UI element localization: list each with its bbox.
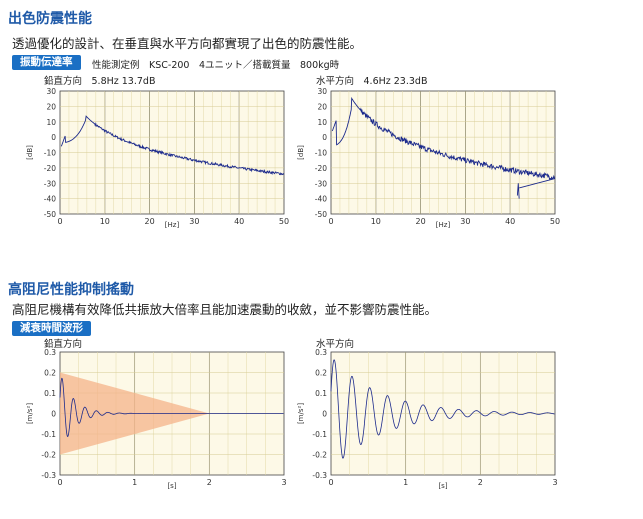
chart-label-horizontal-transmissibility: 水平方向 4.6Hz 23.3dB (316, 76, 428, 87)
y-tick-label: -10 (44, 149, 56, 158)
x-tick-label: 10 (371, 217, 381, 226)
y-tick-label: 20 (46, 102, 56, 111)
transmissibility-tag: 振動伝達率 (12, 55, 81, 70)
x-tick-label: 10 (100, 217, 110, 226)
x-tick-label: 20 (145, 217, 155, 226)
y-tick-label: 0 (51, 410, 56, 419)
x-tick-label: 1 (403, 478, 408, 487)
y-tick-label: 0 (51, 133, 56, 142)
x-axis-label: [Hz] (165, 221, 180, 229)
x-tick-label: 40 (234, 217, 244, 226)
x-tick-label: 1 (132, 478, 137, 487)
y-tick-label: 30 (317, 87, 327, 96)
x-tick-label: 40 (505, 217, 515, 226)
series-line (60, 115, 284, 176)
y-tick-label: 0.3 (44, 348, 56, 357)
y-tick-label: 0 (322, 133, 327, 142)
y-tick-label: -0.3 (312, 471, 327, 480)
y-tick-label: -0.1 (41, 430, 56, 439)
y-tick-label: -0.2 (41, 451, 56, 460)
y-tick-label: 0.2 (315, 369, 327, 378)
x-tick-label: 2 (207, 478, 212, 487)
y-tick-label: -40 (44, 195, 56, 204)
y-tick-label: -30 (44, 179, 56, 188)
y-tick-label: -0.2 (312, 451, 327, 460)
section-title-anti-vibration: 出色防震性能 (8, 11, 92, 27)
x-tick-label: 30 (460, 217, 470, 226)
waveform-line (59, 377, 284, 437)
x-axis-label: [Hz] (436, 221, 451, 229)
y-axis-label: [dB] (297, 145, 305, 160)
chart-label-horizontal-decay: 水平方向 (316, 339, 355, 350)
decay-waveform-tag: 減衰時間波形 (12, 321, 91, 336)
y-tick-label: -50 (315, 210, 327, 219)
y-tick-label: -20 (315, 164, 327, 173)
waveform-line (330, 359, 555, 459)
chart-label-vertical-transmissibility: 鉛直方向 5.8Hz 13.7dB (44, 76, 156, 87)
y-tick-label: -10 (315, 149, 327, 158)
y-tick-label: -50 (44, 210, 56, 219)
section-description-anti-vibration: 透過優化的設計、在垂直與水平方向都實現了出色的防震性能。 (12, 36, 363, 51)
x-tick-label: 0 (57, 217, 62, 226)
y-axis-label: [m/s²] (26, 403, 34, 424)
y-axis-label: [dB] (26, 145, 34, 160)
chart-label-vertical-decay: 鉛直方向 (44, 339, 83, 350)
y-tick-label: 10 (46, 118, 56, 127)
y-tick-label: 20 (317, 102, 327, 111)
y-tick-label: -0.3 (41, 471, 56, 480)
y-tick-label: -30 (315, 179, 327, 188)
y-tick-label: 0.2 (44, 369, 56, 378)
x-axis-label: [s] (438, 482, 447, 490)
x-tick-label: 50 (279, 217, 289, 226)
y-tick-label: -0.1 (312, 430, 327, 439)
y-tick-label: 0.1 (44, 389, 56, 398)
y-tick-label: 0 (322, 410, 327, 419)
x-tick-label: 30 (189, 217, 199, 226)
y-tick-label: -20 (44, 164, 56, 173)
section-description-high-damping: 高阻尼機構有效降低共振放大倍率且能加速震動的收斂，並不影響防震性能。 (12, 302, 438, 317)
x-tick-label: 3 (552, 478, 557, 487)
x-tick-label: 0 (328, 217, 333, 226)
series-line (331, 96, 556, 189)
x-tick-label: 3 (281, 478, 286, 487)
x-tick-label: 0 (57, 478, 62, 487)
y-tick-label: 0.3 (315, 348, 327, 357)
x-tick-label: 0 (328, 478, 333, 487)
x-tick-label: 50 (550, 217, 560, 226)
y-tick-label: -40 (315, 195, 327, 204)
x-axis-label: [s] (167, 482, 176, 490)
section-title-high-damping: 高阻尼性能抑制搖動 (8, 282, 134, 298)
series-spike (516, 183, 520, 199)
y-tick-label: 0.1 (315, 389, 327, 398)
measurement-note: 性能測定例 KSC-200 4ユニット／搭載質量 800kg時 (92, 60, 340, 71)
x-tick-label: 2 (478, 478, 483, 487)
y-axis-label: [m/s²] (297, 403, 305, 424)
x-tick-label: 20 (416, 217, 426, 226)
y-tick-label: 10 (317, 118, 327, 127)
y-tick-label: 30 (46, 87, 56, 96)
